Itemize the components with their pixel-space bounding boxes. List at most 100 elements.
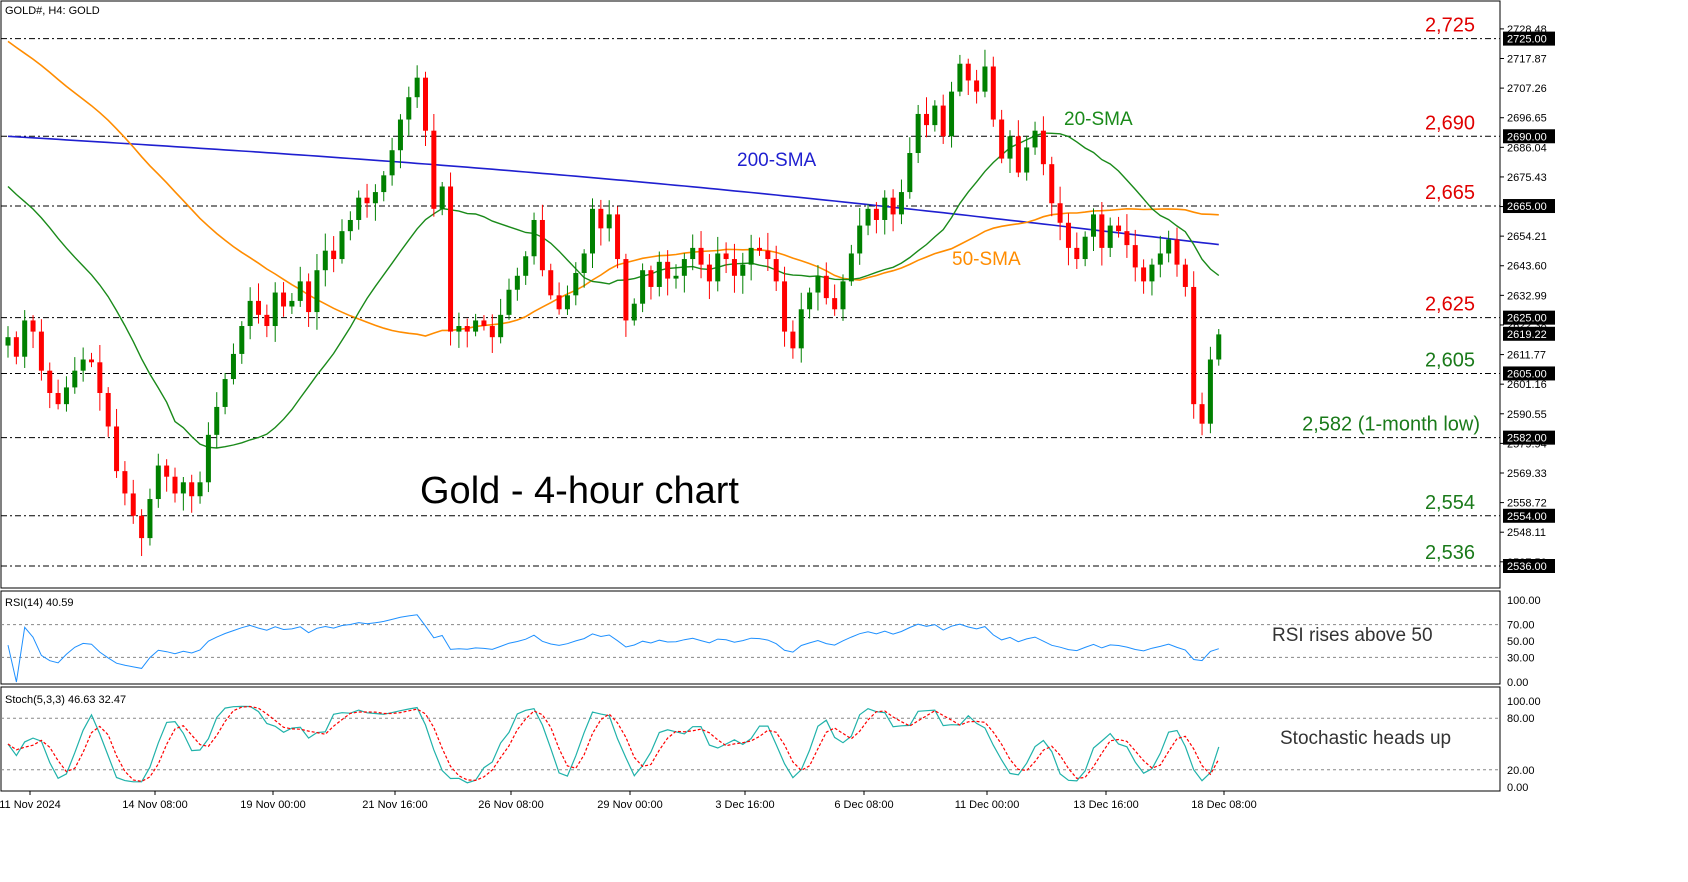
candle-body (356, 197, 362, 220)
candle-body (1099, 214, 1105, 248)
time-tick-label: 29 Nov 00:00 (597, 799, 662, 811)
candle-body (990, 66, 996, 120)
candle-body (1032, 130, 1038, 148)
level-tag (1503, 129, 1555, 144)
candle-body (573, 273, 579, 296)
candle-body (1149, 264, 1155, 282)
candle-body (890, 197, 896, 215)
sma50-label: 50-SMA (952, 249, 1021, 270)
candle-body (431, 130, 437, 209)
candle-body (214, 406, 220, 435)
candle-body (823, 275, 829, 299)
candle-body (473, 320, 479, 332)
candle-body (406, 97, 412, 120)
level-tag-label: 2625.00 (1507, 313, 1547, 325)
rsi-panel-frame (0, 590, 1501, 685)
price-tick-label: 2558.72 (1507, 498, 1547, 510)
candle-body (1157, 253, 1163, 265)
candle-body (22, 320, 28, 357)
current-price-tag (1503, 326, 1555, 341)
candle-body (63, 387, 69, 405)
chart-title: Gold - 4-hour chart (420, 470, 739, 512)
candle-body (965, 63, 971, 81)
candle-body (631, 303, 637, 321)
time-axis: 11 Nov 2024 14 Nov 08:00 19 Nov 00:00 21 No… (0, 791, 1257, 811)
candle-body (982, 66, 988, 92)
level-tag (1503, 559, 1555, 573)
candle-body (489, 326, 495, 338)
candle-body (205, 434, 211, 483)
level-label: 2,665 (1425, 182, 1475, 204)
candle-body (648, 270, 654, 287)
candle-body (539, 219, 545, 271)
candle-body (748, 247, 754, 265)
candle-body (556, 295, 562, 310)
candle-body (372, 192, 378, 204)
candle-body (180, 482, 186, 494)
stoch-note: Stochastic heads up (1280, 728, 1451, 749)
stoch-tick-label: 0.00 (1507, 782, 1528, 794)
candle-body (397, 119, 403, 151)
candle-body (1091, 214, 1096, 237)
candle-body (72, 370, 78, 388)
candle-body (665, 261, 671, 279)
time-tick-label: 18 Dec 08:00 (1191, 799, 1256, 811)
rsi-tick-label: 100.00 (1507, 595, 1541, 607)
level-label: 2,625 (1425, 294, 1475, 316)
candle-body (1040, 130, 1046, 165)
candle-body (765, 250, 771, 260)
level-label: 2,554 (1425, 492, 1475, 514)
candle-body (105, 392, 111, 427)
level-tag-label: 2725.00 (1507, 34, 1547, 46)
candle-body (623, 259, 629, 321)
rsi-panel: 100.00 70.00 50.00 30.00 0.00 (1, 595, 1541, 689)
candle-body (264, 314, 270, 327)
candle-body (940, 105, 946, 137)
candle-body (423, 77, 428, 131)
candle-body (114, 426, 120, 472)
candle-body (339, 231, 345, 260)
sma200-label: 200-SMA (737, 150, 817, 171)
candle-body (1199, 404, 1205, 424)
candle-body (97, 362, 103, 393)
price-tick-label: 2590.55 (1507, 409, 1547, 421)
current-price-label: 2619.22 (1507, 329, 1547, 341)
candle-body (715, 253, 721, 282)
rsi-note: RSI rises above 50 (1272, 625, 1433, 646)
candle-body (1024, 147, 1030, 173)
candle-body (548, 270, 554, 296)
time-tick-label: 26 Nov 08:00 (478, 799, 543, 811)
rsi-tick-label: 50.00 (1507, 636, 1535, 648)
price-tick-label: 2569.33 (1507, 468, 1547, 480)
candle-body (531, 219, 537, 257)
candle-body (89, 359, 94, 363)
price-axis: 2728.482717.872707.262696.652686.042675.… (1500, 24, 1555, 573)
price-tick-label: 2696.65 (1507, 113, 1547, 125)
candle-body (681, 259, 687, 276)
candles (5, 49, 1222, 557)
candle-body (1065, 222, 1071, 248)
stoch-tick-label: 100.00 (1507, 696, 1541, 708)
candle-body (155, 465, 161, 500)
level-tag-label: 2582.00 (1507, 433, 1547, 445)
candle-body (230, 353, 236, 380)
candle-body (1207, 359, 1213, 424)
level-label: 2,536 (1425, 542, 1475, 564)
candle-body (47, 370, 53, 393)
candle-body (364, 197, 370, 204)
candle-body (247, 300, 253, 327)
candle-body (615, 214, 621, 260)
sma50-line (7, 40, 1219, 337)
candle-body (448, 186, 454, 332)
candle-body (865, 208, 871, 226)
candle-body (239, 326, 245, 354)
candle-body (439, 186, 445, 209)
candle-body (815, 275, 821, 293)
candle-body (1074, 247, 1080, 260)
candle-body (564, 295, 570, 310)
rsi-title: RSI(14) 40.59 (5, 597, 73, 609)
level-tag (1503, 508, 1555, 523)
level-tag-label: 2665.00 (1507, 201, 1547, 213)
level-tag-label: 2536.00 (1507, 561, 1547, 573)
candle-body (1141, 267, 1147, 282)
